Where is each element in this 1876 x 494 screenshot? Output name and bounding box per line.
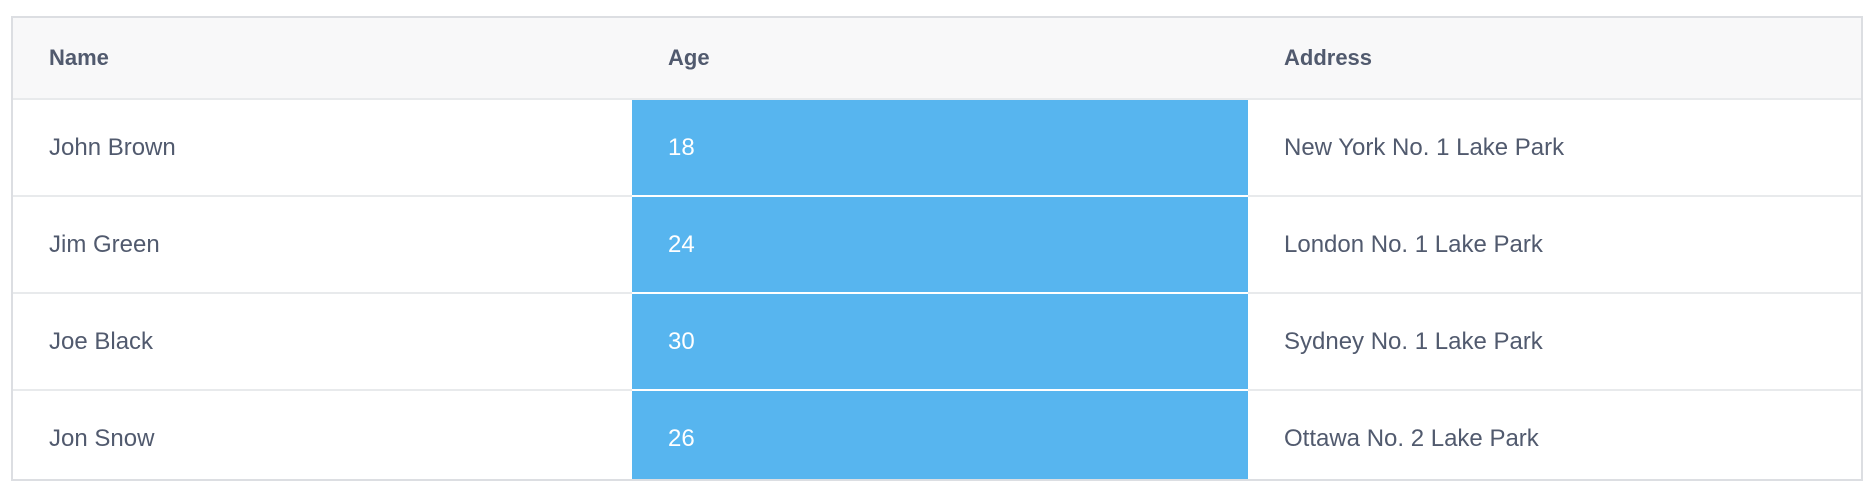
data-table: Name Age Address John Brown 18 New York … <box>11 16 1863 481</box>
column-header-age[interactable]: Age <box>632 18 1248 100</box>
cell-name: Joe Black <box>13 293 632 391</box>
cell-address: London No. 1 Lake Park <box>1248 196 1861 294</box>
cell-name: Jim Green <box>13 196 632 294</box>
table-header: Name Age Address <box>13 18 1861 100</box>
cell-address: Ottawa No. 2 Lake Park <box>1248 390 1861 479</box>
cell-age: 26 <box>632 390 1248 479</box>
table: Name Age Address John Brown 18 New York … <box>13 18 1861 479</box>
cell-address: New York No. 1 Lake Park <box>1248 99 1861 197</box>
cell-name: John Brown <box>13 99 632 197</box>
table-row[interactable]: Joe Black 30 Sydney No. 1 Lake Park <box>13 293 1861 391</box>
column-header-name[interactable]: Name <box>13 18 632 100</box>
cell-age: 24 <box>632 196 1248 294</box>
table-row[interactable]: Jon Snow 26 Ottawa No. 2 Lake Park <box>13 390 1861 479</box>
cell-name: Jon Snow <box>13 390 632 479</box>
table-row[interactable]: John Brown 18 New York No. 1 Lake Park <box>13 99 1861 197</box>
cell-age: 18 <box>632 99 1248 197</box>
table-row[interactable]: Jim Green 24 London No. 1 Lake Park <box>13 196 1861 294</box>
cell-address: Sydney No. 1 Lake Park <box>1248 293 1861 391</box>
column-header-address[interactable]: Address <box>1248 18 1861 100</box>
table-body: John Brown 18 New York No. 1 Lake Park J… <box>13 99 1861 479</box>
header-row: Name Age Address <box>13 18 1861 100</box>
cell-age: 30 <box>632 293 1248 391</box>
